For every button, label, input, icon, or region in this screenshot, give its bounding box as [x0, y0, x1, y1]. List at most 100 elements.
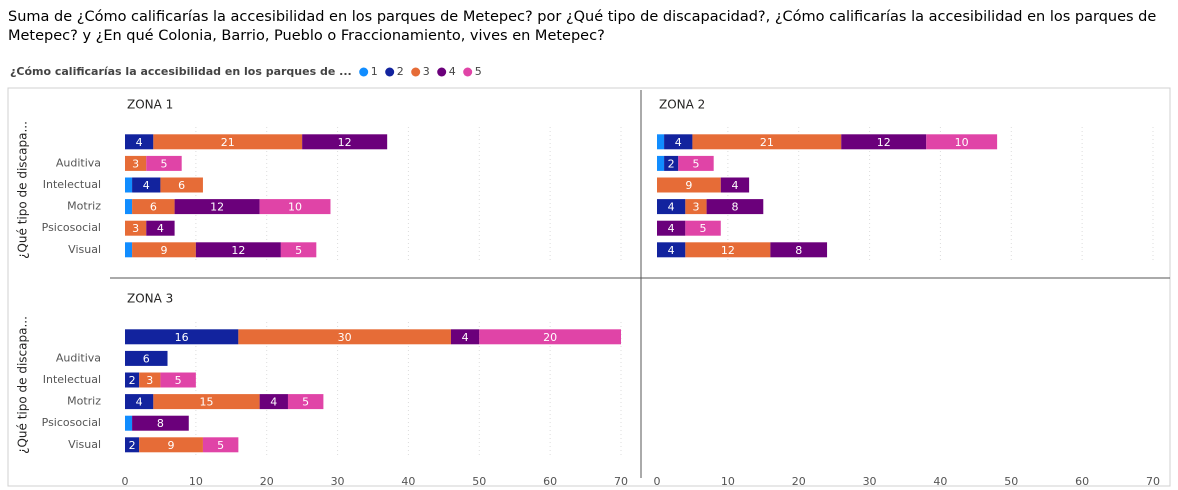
- bar-segment: [125, 415, 133, 431]
- x-tick-label: 30: [863, 475, 877, 488]
- x-tick-label: 30: [331, 475, 345, 488]
- x-tick-label: 40: [933, 475, 947, 488]
- bar-segment: [706, 199, 764, 215]
- legend-marker: [411, 67, 421, 77]
- data-label: 10: [955, 136, 969, 149]
- data-label: 4: [731, 179, 738, 192]
- bar-segment: [657, 177, 721, 193]
- y-tick-label: Auditiva: [56, 156, 101, 169]
- y-tick-label: Motriz: [67, 200, 101, 213]
- bar-segment: [125, 394, 154, 410]
- x-tick-label: 70: [614, 475, 628, 488]
- x-tick-label: 10: [721, 475, 735, 488]
- bar-segment: [664, 155, 679, 171]
- bar-segment: [685, 242, 771, 258]
- data-label: 8: [157, 417, 164, 430]
- bar-segment: [259, 394, 288, 410]
- x-tick-label: 20: [792, 475, 806, 488]
- bar-segment: [678, 155, 714, 171]
- x-tick-label: 50: [472, 475, 486, 488]
- data-label: 4: [668, 222, 675, 235]
- data-label: 5: [302, 396, 309, 409]
- data-label: 12: [210, 201, 224, 214]
- data-label: 3: [692, 201, 699, 214]
- bar-segment: [160, 177, 203, 193]
- legend-label: 2: [397, 65, 404, 78]
- bar-segment: [302, 134, 388, 150]
- data-label: 5: [160, 157, 167, 170]
- bar-segment: [280, 242, 317, 258]
- bar-segment: [195, 242, 281, 258]
- bar-segment: [450, 329, 480, 345]
- data-label: 8: [731, 201, 738, 214]
- bar-segment: [125, 177, 133, 193]
- bar-segment: [657, 220, 686, 236]
- bar-segment: [259, 199, 331, 215]
- bar-segment: [125, 372, 140, 388]
- y-tick-label: Intelectual: [43, 373, 101, 386]
- data-label: 21: [221, 136, 235, 149]
- y-tick-label: Visual: [68, 438, 101, 451]
- y-axis-label: ¿Qué tipo de discapa...: [16, 316, 30, 454]
- legend-label: 5: [475, 65, 482, 78]
- x-tick-label: 20: [260, 475, 274, 488]
- data-label: 12: [338, 136, 352, 149]
- data-label: 5: [692, 157, 699, 170]
- bar-segment: [287, 394, 324, 410]
- data-label: 9: [685, 179, 692, 192]
- legend-title: ¿Cómo calificarías la accesibilidad en l…: [10, 65, 352, 78]
- bar-segment: [146, 220, 175, 236]
- data-label: 4: [668, 201, 675, 214]
- bar-segment: [125, 329, 239, 345]
- bar-segment: [160, 372, 196, 388]
- bar-segment: [238, 329, 451, 345]
- bar-segment: [125, 220, 147, 236]
- y-tick-label: Auditiva: [56, 351, 101, 364]
- data-label: 2: [668, 157, 675, 170]
- data-label: 12: [231, 244, 245, 257]
- bar-segment: [479, 329, 621, 345]
- bar-segment: [125, 350, 168, 366]
- data-label: 4: [675, 136, 682, 149]
- bar-segment: [139, 437, 203, 453]
- y-tick-label: Motriz: [67, 395, 101, 408]
- legend-marker: [359, 67, 369, 77]
- bar-segment: [125, 199, 133, 215]
- legend-label: 3: [423, 65, 430, 78]
- data-label: 6: [143, 352, 150, 365]
- data-label: 6: [178, 179, 185, 192]
- data-label: 3: [146, 374, 153, 387]
- y-tick-label: Psicosocial: [42, 221, 101, 234]
- data-label: 6: [150, 201, 157, 214]
- data-label: 4: [157, 222, 164, 235]
- legend-label: 4: [449, 65, 456, 78]
- bar-segment: [202, 437, 239, 453]
- y-tick-label: Intelectual: [43, 178, 101, 191]
- bar-segment: [132, 199, 175, 215]
- legend-label: 1: [371, 65, 378, 78]
- x-tick-label: 0: [122, 475, 129, 488]
- bar-segment: [125, 155, 147, 171]
- bar-segment: [685, 199, 707, 215]
- data-label: 3: [132, 222, 139, 235]
- data-label: 10: [288, 201, 302, 214]
- bar-segment: [926, 134, 998, 150]
- data-label: 9: [160, 244, 167, 257]
- bar-segment: [132, 415, 189, 431]
- bar-segment: [132, 242, 196, 258]
- data-label: 4: [668, 244, 675, 257]
- data-label: 2: [129, 374, 136, 387]
- data-label: 4: [143, 179, 150, 192]
- data-label: 5: [217, 439, 224, 452]
- x-tick-label: 70: [1146, 475, 1160, 488]
- x-tick-label: 10: [189, 475, 203, 488]
- legend-marker: [463, 67, 473, 77]
- data-label: 5: [700, 222, 707, 235]
- y-tick-label: Psicosocial: [42, 416, 101, 429]
- bar-segment: [146, 155, 182, 171]
- data-label: 5: [175, 374, 182, 387]
- data-label: 15: [199, 396, 213, 409]
- x-tick-label: 40: [401, 475, 415, 488]
- bar-segment: [125, 134, 154, 150]
